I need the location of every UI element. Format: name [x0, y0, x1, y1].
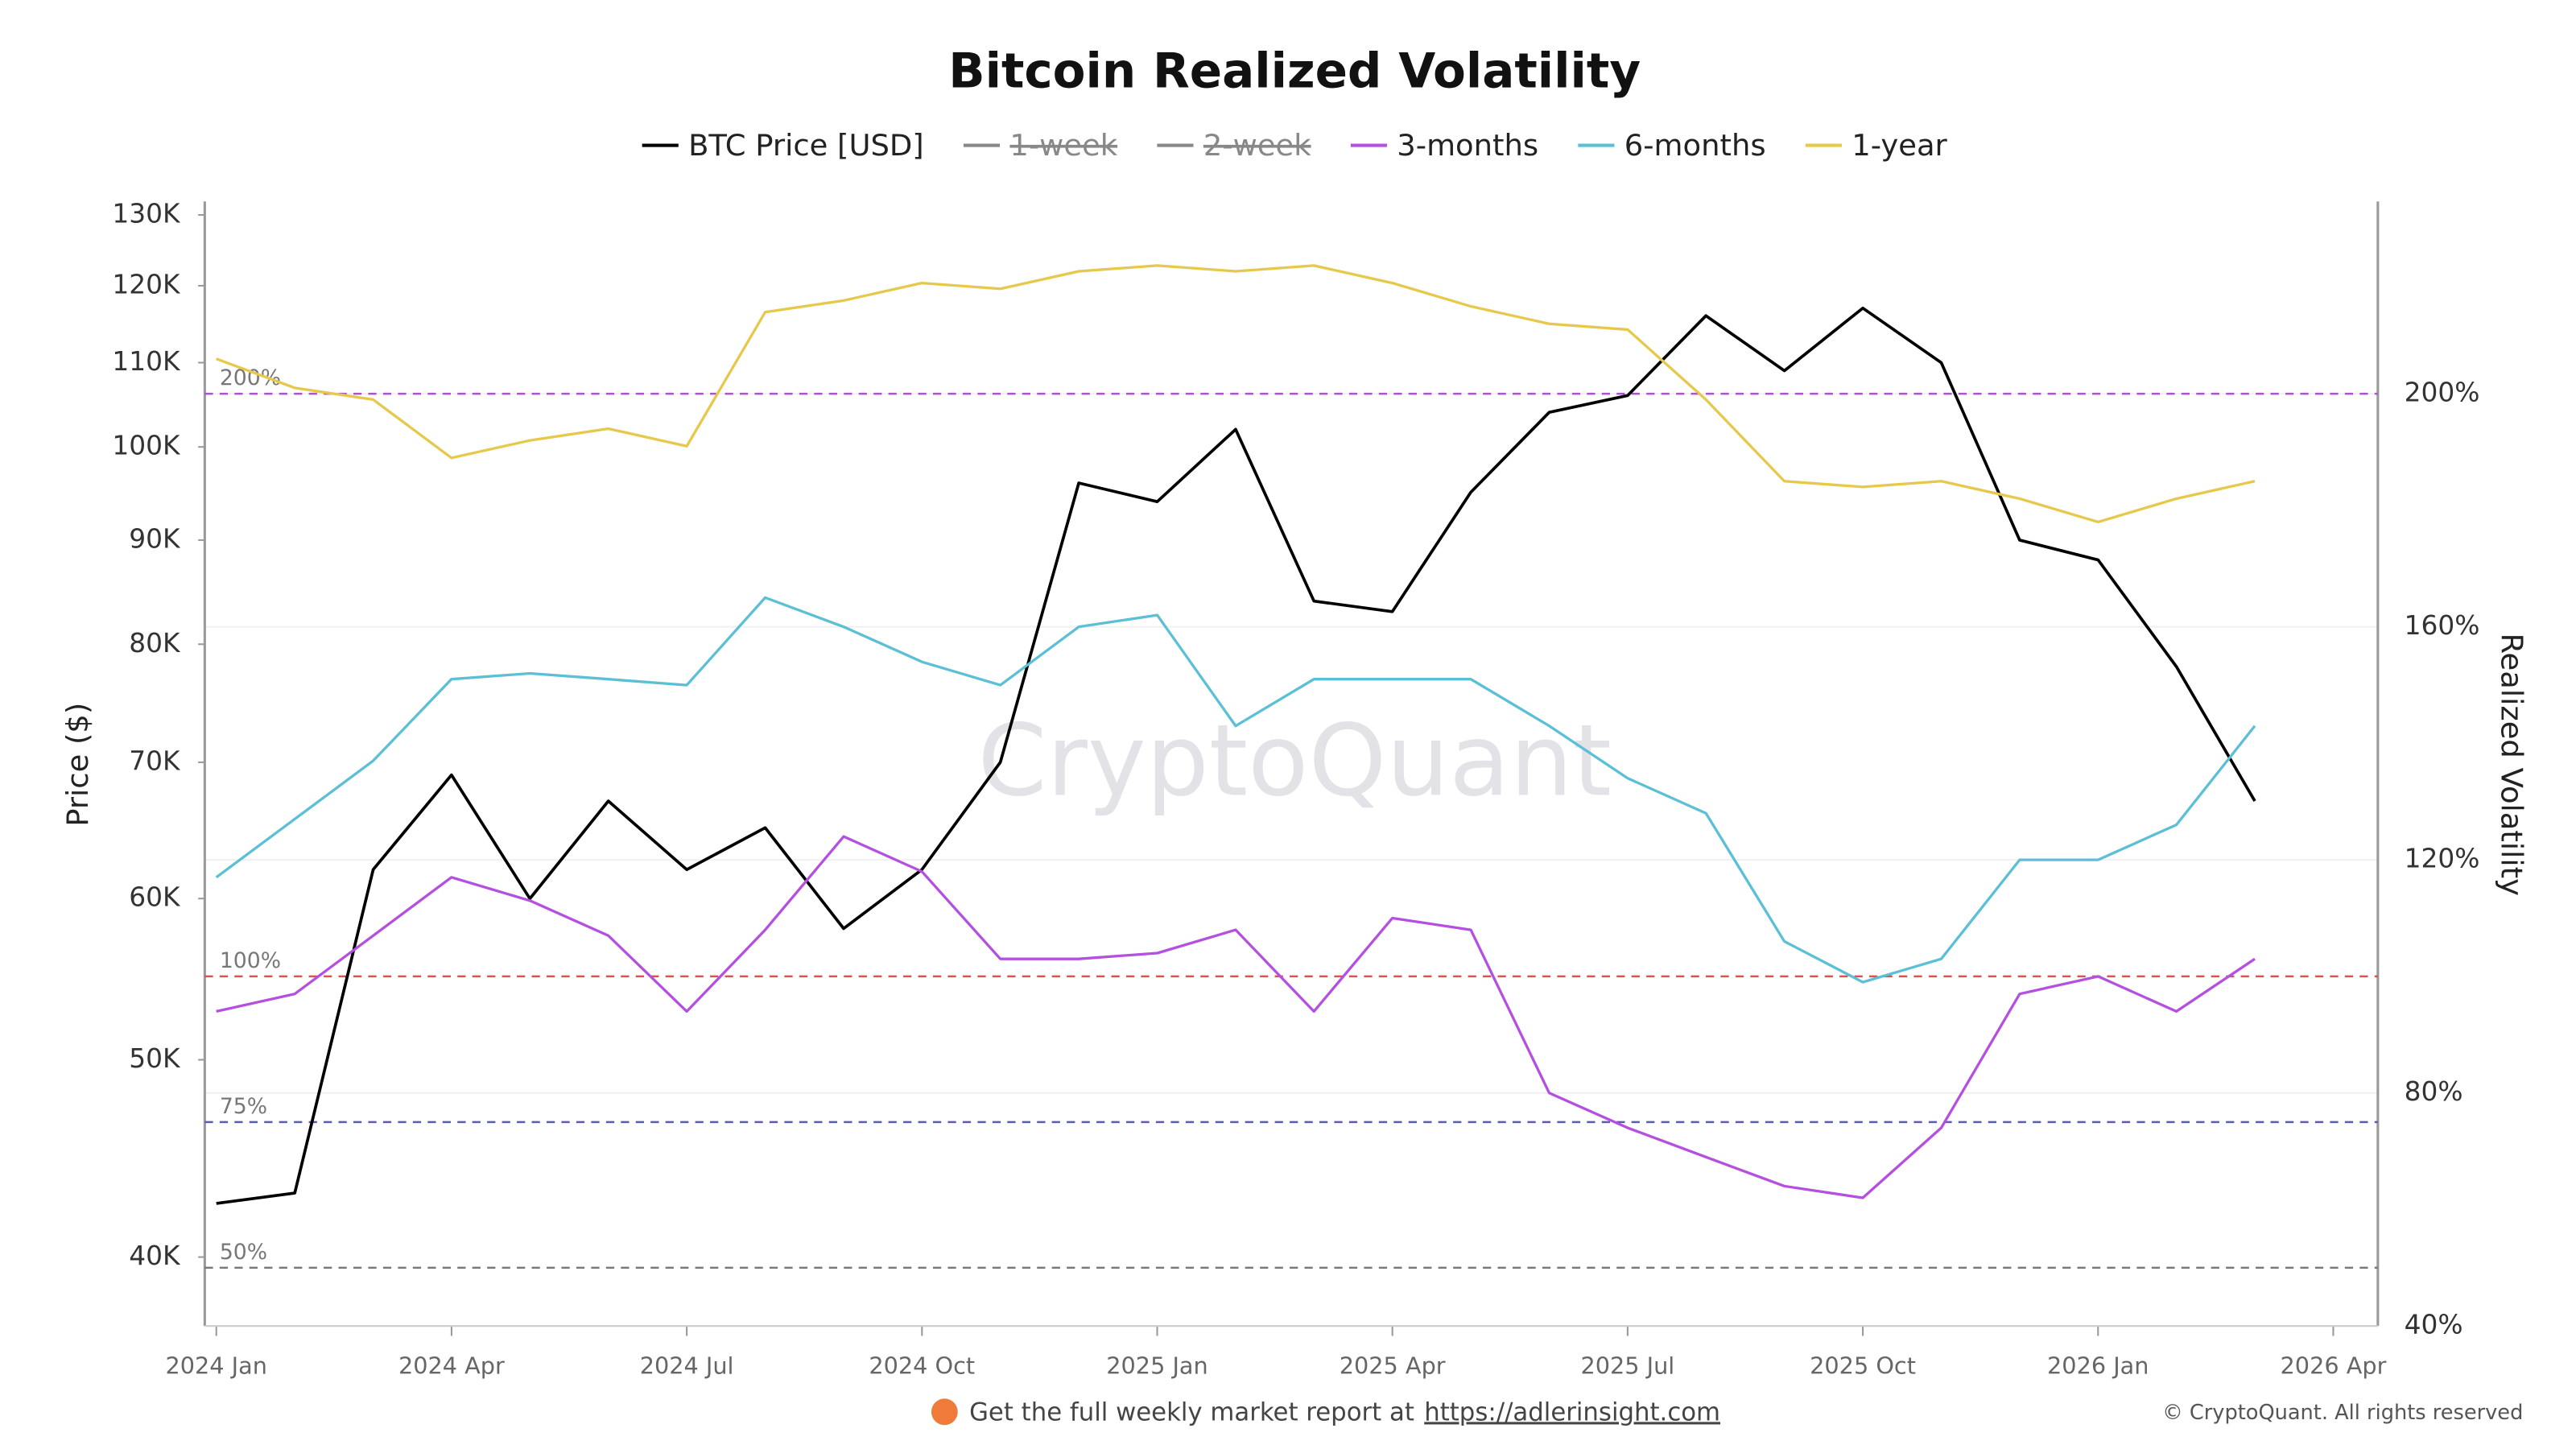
x-tick-label: 2025 Jan	[1106, 1352, 1208, 1379]
y2-tick-label: 40%	[2405, 1310, 2463, 1340]
series-line	[216, 835, 2256, 1199]
footer: Get the full weekly market report at htt…	[931, 1397, 2523, 1426]
y2-tick-label: 120%	[2405, 844, 2480, 874]
series-line	[215, 596, 2256, 984]
legend-label: 1-year	[1852, 128, 1947, 163]
y2-tick-label: 80%	[2405, 1076, 2463, 1107]
x-tick-label: 2026 Apr	[2281, 1352, 2387, 1379]
y2-axis-label: Realized Volatility	[2494, 634, 2529, 896]
y-tick-label: 50K	[129, 1043, 181, 1074]
y-tick-label: 120K	[112, 269, 181, 299]
x-tick-label: 2026 Jan	[2047, 1352, 2149, 1379]
legend-item[interactable]: 2-week	[1157, 128, 1311, 163]
watermark: CryptoQuant	[977, 704, 1612, 819]
legend: BTC Price [USD] 1-week 2-week 3-months 6-mon…	[642, 128, 1948, 163]
x-tick-label: 2025 Apr	[1340, 1352, 1446, 1379]
reference-label: 75%	[220, 1094, 267, 1119]
reference-label: 50%	[220, 1240, 267, 1265]
copyright: © CryptoQuant. All rights reserved	[2162, 1401, 2523, 1425]
y-tick-label: 70K	[129, 745, 181, 776]
legend-item[interactable]: 6-months	[1578, 128, 1766, 163]
x-tick-label: 2024 Jan	[166, 1352, 267, 1379]
legend-label: 1-week	[1009, 128, 1117, 163]
y2-tick-label: 160%	[2405, 610, 2480, 641]
y2-tick-label: 200%	[2405, 378, 2480, 408]
x-tick-label: 2024 Oct	[869, 1352, 975, 1379]
legend-item[interactable]: 1-year	[1805, 128, 1948, 163]
y-tick-label: 80K	[129, 628, 181, 658]
y-tick-label: 60K	[129, 882, 181, 913]
legend-item[interactable]: BTC Price [USD]	[642, 128, 924, 163]
series-line	[216, 306, 2256, 1205]
legend-item[interactable]: 3-months	[1350, 128, 1538, 163]
y-tick-label: 100K	[112, 431, 181, 461]
legend-label: 2-week	[1203, 128, 1311, 163]
y-tick-label: 90K	[129, 523, 181, 554]
legend-label: 6-months	[1624, 128, 1766, 163]
y-tick-label: 40K	[129, 1241, 181, 1271]
x-tick-label: 2025 Jul	[1580, 1352, 1674, 1379]
footer-icon	[931, 1398, 958, 1426]
x-tick-label: 2024 Jul	[640, 1352, 734, 1379]
footer-link[interactable]: https://adlerinsight.com	[1424, 1397, 1720, 1426]
y-axis-label: Price ($)	[60, 703, 95, 827]
x-tick-label: 2024 Apr	[398, 1352, 505, 1379]
legend-item[interactable]: 1-week	[963, 128, 1118, 163]
series-line	[216, 264, 2256, 524]
legend-label: BTC Price [USD]	[688, 128, 924, 163]
chart-title: Bitcoin Realized Volatility	[948, 43, 1641, 99]
x-tick-label: 2025 Oct	[1810, 1352, 1916, 1379]
y-tick-label: 130K	[112, 199, 181, 229]
reference-label: 100%	[220, 948, 281, 973]
y-tick-label: 110K	[112, 346, 181, 377]
footer-text: Get the full weekly market report at	[969, 1397, 1414, 1426]
legend-label: 3-months	[1397, 128, 1538, 163]
